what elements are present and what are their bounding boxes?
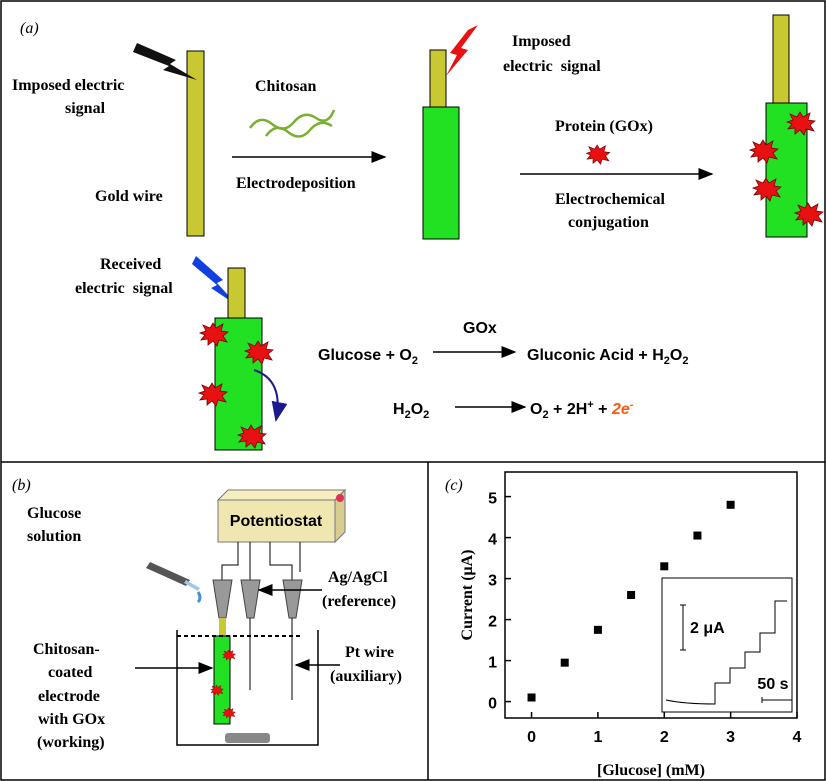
label: Gold wire: [95, 188, 163, 205]
point: [528, 694, 536, 702]
dropper: [146, 562, 190, 586]
point: [627, 591, 635, 599]
x-tick-label: 3: [726, 729, 735, 746]
drop: [198, 592, 200, 602]
label: Protein (GOx): [555, 118, 653, 135]
device-top: [218, 490, 345, 500]
panel-label: (a): [20, 20, 39, 37]
label: signal: [65, 100, 106, 117]
label: Imposed: [512, 33, 571, 50]
point: [693, 532, 701, 540]
label: Chitosan: [255, 78, 316, 95]
y-tick-label: 2: [488, 614, 497, 631]
label: with GOx: [38, 711, 105, 728]
label: (reference): [322, 593, 396, 610]
label: Glucose: [27, 505, 81, 522]
y-tick-label: 3: [488, 573, 497, 590]
reaction: Gluconic Acid + H2O2: [527, 347, 688, 367]
gold-wire: [430, 50, 446, 110]
label: electric signal: [503, 58, 601, 75]
label: (working): [37, 734, 105, 751]
label: Chitosan-: [33, 641, 100, 658]
label: conjugation: [568, 214, 649, 231]
chitosan-chain: [250, 110, 334, 129]
scale-label: 2 μA: [690, 620, 725, 637]
label: coated: [48, 664, 93, 681]
label: Received: [100, 256, 161, 273]
label: electrode: [38, 688, 100, 705]
point: [594, 626, 602, 634]
label: solution: [27, 528, 81, 545]
point: [660, 562, 668, 570]
x-tick-label: 2: [660, 729, 669, 746]
y-tick-label: 0: [488, 696, 497, 713]
label: Imposed electric: [12, 77, 124, 94]
x-tick-label: 4: [793, 729, 802, 746]
device-label: Potentiostat: [230, 513, 323, 530]
x-axis-label: [Glucose] (mM): [597, 762, 705, 779]
chitosan-film: [423, 107, 459, 239]
gold-wire: [228, 268, 245, 323]
panel-label: (c): [445, 477, 463, 494]
label: Electrochemical: [555, 191, 665, 208]
chitosan-chain: [266, 123, 332, 137]
y-tick-label: 5: [488, 491, 497, 508]
electrode: [213, 580, 232, 618]
dropper-tip: [184, 580, 200, 591]
reaction: H2O2: [393, 401, 429, 421]
label: electric signal: [75, 280, 173, 297]
stir-bar: [225, 733, 270, 743]
x-tick-label: 0: [527, 729, 536, 746]
reaction: Glucose + O2: [318, 347, 418, 367]
label: Electrodeposition: [236, 175, 356, 192]
electrode: [283, 580, 302, 618]
enzyme: [586, 145, 609, 164]
electrode: [241, 580, 260, 618]
gold-wire: [187, 51, 204, 236]
point: [561, 659, 569, 667]
y-tick-label: 4: [488, 532, 497, 549]
indicator: [336, 494, 344, 502]
label: Ag/AgCl: [328, 569, 388, 586]
x-tick-label: 1: [593, 729, 602, 746]
figure: (a) Imposed electric signal Gold wire Ch…: [0, 0, 826, 781]
y-tick-label: 1: [488, 655, 497, 672]
panel-label: (b): [12, 477, 31, 494]
bolt: [446, 25, 478, 76]
wires: [222, 542, 300, 580]
gold-wire: [773, 15, 789, 105]
catalyst: GOx: [463, 320, 497, 337]
label: Pt wire: [345, 644, 394, 661]
label: (auxiliary): [330, 668, 402, 685]
point: [727, 501, 735, 509]
scale-label: 50 s: [757, 676, 788, 693]
reaction: O2 + 2H+ + 2e-: [530, 399, 634, 421]
y-axis-label: Current (μA): [459, 550, 476, 641]
beaker: [177, 630, 318, 745]
